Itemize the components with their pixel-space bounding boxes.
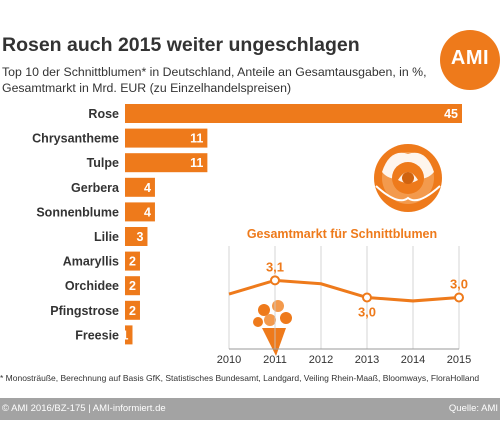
source-label: Quelle: AMI bbox=[448, 403, 498, 414]
value-label: 4 bbox=[144, 181, 151, 195]
line-chart: 2010 2011 2012 2013 2014 2015 3,1 3,0 3,0 bbox=[217, 246, 471, 366]
category-label: Pfingstrose bbox=[50, 304, 119, 318]
source-note: * Monosträuße, Berechnung auf Basis GfK,… bbox=[0, 373, 480, 383]
x-tick-label: 2012 bbox=[309, 354, 333, 366]
value-label: 11 bbox=[190, 132, 203, 146]
chart-subtitle: Top 10 der Schnittblumen* in Deutschland… bbox=[2, 65, 427, 95]
bar bbox=[125, 325, 133, 345]
category-label: Chrysantheme bbox=[32, 132, 119, 146]
data-point bbox=[362, 292, 372, 303]
category-label: Gerbera bbox=[71, 181, 120, 195]
bar bbox=[125, 251, 140, 271]
value-label: 2 bbox=[129, 304, 136, 318]
chart-canvas: Rose 45 Chrysantheme 11 Tulpe 11 Gerbera 4 Sonne… bbox=[32, 104, 471, 366]
x-tick-label: 2011 bbox=[263, 354, 287, 366]
x-tick-label: 2010 bbox=[217, 354, 241, 366]
bar bbox=[125, 104, 462, 123]
bar bbox=[125, 300, 140, 320]
x-tick-label: 2013 bbox=[355, 354, 379, 366]
footer-bar: © AMI 2016/BZ-175 | AMI-informiert.de Qu… bbox=[0, 398, 500, 420]
rose-icon bbox=[374, 144, 442, 212]
data-label: 3,1 bbox=[266, 259, 284, 274]
data-point bbox=[270, 275, 280, 286]
copyright-text: © AMI 2016/BZ-175 | AMI-informiert.de bbox=[2, 403, 166, 414]
inset-chart-title: Gesamtmarkt für Schnittblumen bbox=[247, 227, 437, 241]
category-label: Freesie bbox=[75, 328, 119, 342]
category-label: Sonnenblume bbox=[36, 205, 119, 219]
bouquet-icon bbox=[253, 300, 292, 356]
value-label: 1 bbox=[122, 328, 129, 342]
ami-logo: AMI bbox=[440, 30, 500, 90]
category-label: Orchidee bbox=[65, 279, 119, 293]
bar-chart: Rose 45 Chrysantheme 11 Tulpe 11 Gerbera 4 Sonne… bbox=[32, 104, 462, 345]
value-label: 11 bbox=[190, 156, 203, 170]
bar bbox=[125, 128, 208, 148]
category-label: Lilie bbox=[94, 230, 119, 244]
data-label: 3,0 bbox=[358, 305, 376, 320]
bar bbox=[125, 276, 140, 296]
category-label: Tulpe bbox=[87, 156, 119, 170]
value-label: 45 bbox=[444, 107, 458, 121]
value-label: 4 bbox=[144, 205, 151, 219]
logo-text: AMI bbox=[450, 47, 490, 69]
x-tick-label: 2014 bbox=[401, 354, 425, 366]
x-tick-label: 2015 bbox=[447, 354, 471, 366]
data-label: 3,0 bbox=[450, 277, 468, 292]
bar bbox=[125, 227, 148, 246]
data-point bbox=[454, 292, 464, 303]
value-label: 2 bbox=[129, 279, 136, 293]
page-title: Rosen auch 2015 weiter ungeschlagen bbox=[2, 34, 360, 56]
category-label: Rose bbox=[88, 107, 119, 121]
value-label: 2 bbox=[129, 255, 136, 269]
series-line bbox=[228, 278, 460, 303]
category-label: Amaryllis bbox=[63, 255, 119, 269]
bar bbox=[125, 153, 208, 173]
bar bbox=[125, 202, 155, 222]
value-label: 3 bbox=[137, 230, 144, 244]
bar bbox=[125, 177, 155, 197]
